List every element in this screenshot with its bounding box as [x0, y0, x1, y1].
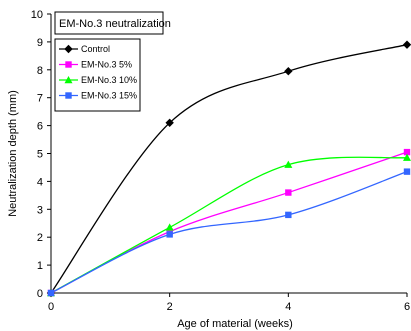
legend-label-1: Control: [81, 44, 110, 54]
legend-label-2: EM-No.3 5%: [81, 60, 132, 70]
x-tick-label: 6: [404, 301, 410, 313]
y-axis-label: Neutralization depth (mm): [7, 90, 19, 217]
y-tick-label: 2: [37, 232, 43, 244]
legend-marker-1: [64, 44, 73, 54]
y-tick-label: 3: [37, 204, 43, 216]
legend-label-3: EM-No.3 10%: [81, 75, 137, 85]
chart-title: EM-No.3 neutralization: [59, 18, 171, 30]
x-tick-label: 4: [285, 301, 291, 313]
data-point-series-4-2: [166, 231, 173, 238]
series-line-3: [50, 156, 408, 294]
x-tick-label: 2: [167, 301, 173, 313]
legend-label-4: EM-No.3 15%: [81, 91, 137, 101]
x-axis-label: Age of material (weeks): [177, 318, 293, 330]
data-point-series-3-4: [403, 153, 411, 161]
data-point-series-2-3: [285, 189, 292, 196]
data-point-series-1-3: [284, 66, 293, 76]
data-point-series-4-4: [403, 168, 411, 175]
legend-marker-4: [65, 92, 72, 99]
data-point-series-3-3: [284, 160, 293, 168]
data-point-series-1-2: [165, 118, 174, 128]
data-point-series-4-1: [47, 289, 55, 297]
y-tick-label: 1: [37, 260, 43, 272]
series-lines: [50, 44, 408, 294]
axes: 0 1 2 3 4 5 6 7 8 9 10 0 2 4 6: [31, 9, 410, 313]
y-tick-label: 10: [31, 9, 43, 21]
y-tick-label: 7: [37, 93, 43, 105]
data-point-series-4-3: [285, 211, 292, 219]
legend-marker-2: [65, 61, 72, 68]
chart-title-box: EM-No.3 neutralization: [54, 11, 171, 35]
series-line-4: [50, 171, 408, 294]
y-tick-label: 6: [37, 121, 43, 133]
series-line-2: [50, 151, 408, 294]
y-tick-label: 4: [37, 176, 43, 188]
y-tick-label: 8: [37, 65, 43, 77]
legend-marker-3: [64, 76, 73, 84]
data-point-series-2-4: [403, 148, 411, 156]
x-tick-label: 0: [48, 301, 54, 313]
series-markers: [46, 40, 411, 298]
y-tick-label: 9: [37, 37, 43, 49]
legend: Control EM-No.3 5% EM-No.3 10% EM-No.3 15%: [54, 38, 141, 112]
y-tick-label: 0: [37, 288, 43, 300]
data-point-series-1-4: [402, 40, 411, 49]
series-line-1: [50, 44, 408, 294]
y-tick-label: 5: [37, 149, 43, 161]
data-point-series-3-2: [165, 223, 174, 231]
